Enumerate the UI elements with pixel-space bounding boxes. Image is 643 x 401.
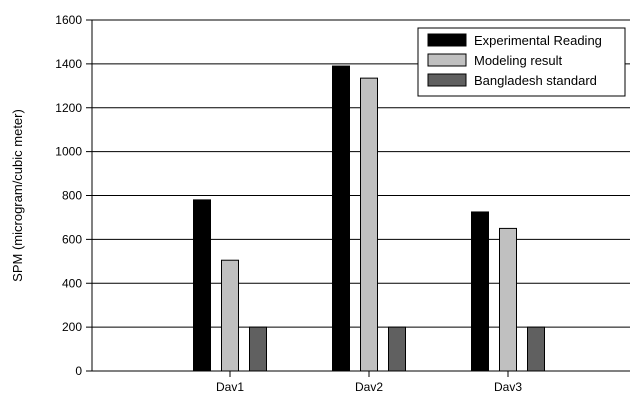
legend: Experimental Reading Modeling result Bangl… [417,27,626,97]
bar-dav2-series-3 [388,326,406,372]
x-ticks: Dav1 Dav2 Dav3 [216,371,522,394]
y-tick-label: 800 [62,189,82,203]
x-tick-label: Dav1 [216,380,244,394]
x-tick-label: Dav2 [355,380,383,394]
bars [193,65,545,372]
y-tick-label: 1400 [55,57,82,71]
bar-dav1-series-1 [193,199,211,372]
legend-swatch [427,53,467,67]
y-tick-label: 1200 [55,101,82,115]
y-tick-label: 400 [62,276,82,290]
legend-swatch [427,33,467,47]
y-tick-label: 200 [62,320,82,334]
bar-dav1-series-2 [221,259,239,372]
bar-dav1-series-3 [249,326,267,372]
y-tick-label: 600 [62,232,82,246]
legend-label: Modeling result [474,53,563,68]
y-tick-label: 0 [75,364,82,378]
legend-label: Bangladesh standard [474,73,597,88]
bar-dav3-series-2 [499,227,517,372]
y-tick-label: 1000 [55,145,82,159]
bar-dav2-series-1 [332,65,350,372]
bar-dav3-series-3 [527,326,545,372]
legend-label: Experimental Reading [474,33,602,48]
y-ticks: 0 200 400 600 800 1000 1200 1400 1600 [55,13,92,378]
legend-items: Experimental Reading Modeling result Bangl… [427,33,602,88]
y-axis-label: SPM (microgram/cubic meter) [10,109,25,282]
bar-dav2-series-2 [360,77,378,372]
y-tick-label: 1600 [55,13,82,27]
x-tick-label: Dav3 [494,380,522,394]
legend-swatch [427,73,467,87]
bar-dav3-series-1 [471,211,489,372]
